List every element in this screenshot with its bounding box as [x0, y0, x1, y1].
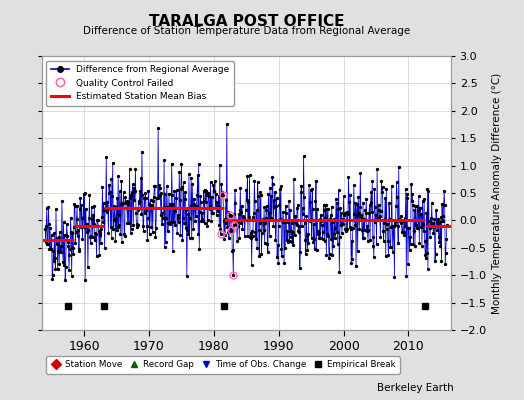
Y-axis label: Monthly Temperature Anomaly Difference (°C): Monthly Temperature Anomaly Difference (…: [493, 72, 503, 314]
Legend: Station Move, Record Gap, Time of Obs. Change, Empirical Break: Station Move, Record Gap, Time of Obs. C…: [46, 356, 400, 374]
Text: Berkeley Earth: Berkeley Earth: [377, 383, 453, 393]
Text: Difference of Station Temperature Data from Regional Average: Difference of Station Temperature Data f…: [83, 26, 410, 36]
Text: TARALGA POST OFFICE: TARALGA POST OFFICE: [148, 14, 344, 29]
